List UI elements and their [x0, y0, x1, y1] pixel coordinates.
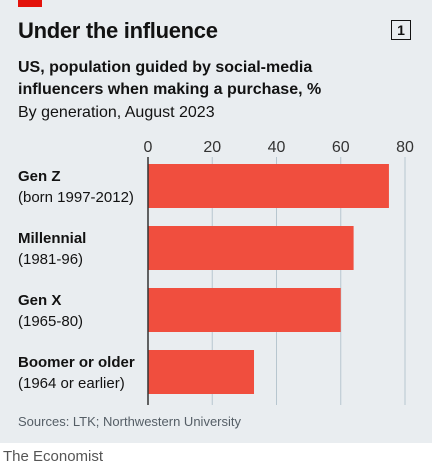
bar — [148, 226, 354, 270]
x-tick-label: 60 — [332, 139, 350, 156]
category-label: Boomer or older — [18, 354, 135, 371]
chart-subtitle: US, population guided by social-media in… — [18, 59, 322, 98]
chart-card: Under the influence 1 US, population gui… — [0, 0, 432, 443]
category-label: Gen X — [18, 292, 61, 309]
category-label: Millennial — [18, 230, 86, 247]
category-detail: (1964 or earlier) — [18, 375, 125, 392]
chart-subnote: By generation, August 2023 — [18, 104, 215, 121]
chart-number-badge: 1 — [391, 20, 411, 40]
x-tick-label: 20 — [203, 139, 221, 156]
category-detail: (1965-80) — [18, 313, 83, 330]
category-detail: (1981-96) — [18, 251, 83, 268]
brand-tag — [18, 0, 42, 7]
chart-title: Under the influence — [18, 18, 218, 43]
x-tick-label: 40 — [268, 139, 286, 156]
bar — [148, 288, 341, 332]
source-note: Sources: LTK; Northwestern University — [18, 414, 241, 429]
x-tick-label: 0 — [144, 139, 153, 156]
x-tick-label: 80 — [396, 139, 414, 156]
publisher-credit: The Economist — [3, 448, 104, 465]
bar — [148, 350, 255, 394]
bar — [148, 164, 389, 208]
bar-chart: 0 20 40 60 80 Gen Z (born 1997-2012) Millennial… — [18, 139, 414, 405]
category-label: Gen Z — [18, 168, 61, 185]
category-detail: (born 1997-2012) — [18, 189, 134, 206]
